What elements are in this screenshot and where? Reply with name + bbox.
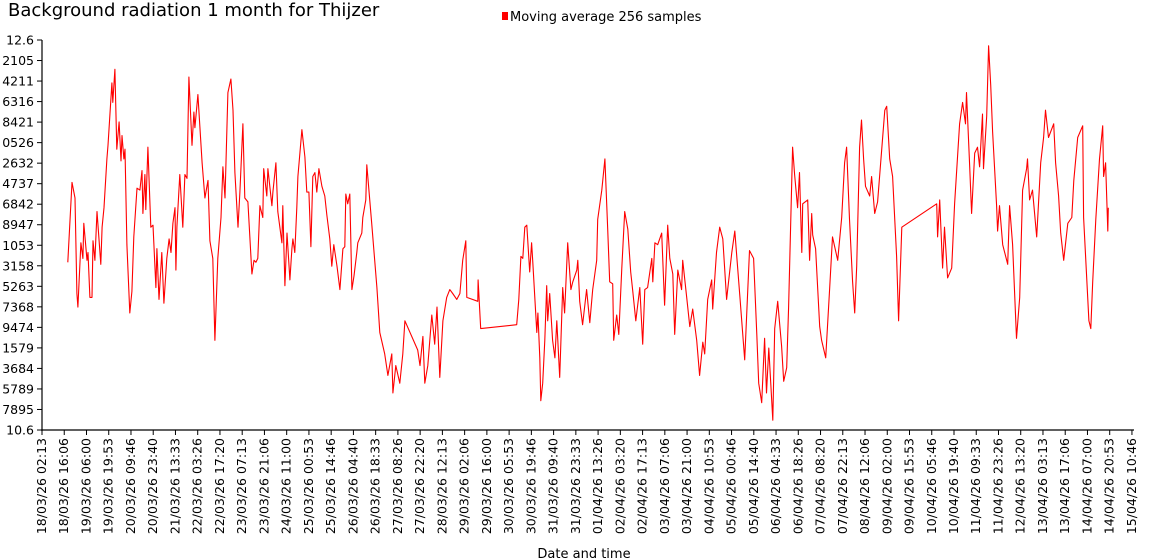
x-tick-label: 05/04/26 00:46 — [724, 438, 739, 534]
x-tick-label: 06/04/26 18:26 — [790, 438, 805, 534]
x-tick-label: 11/04/26 23:26 — [990, 438, 1005, 534]
y-axis: 10.6 7895 5789 3684 1579 9474 7368 5263 3158 1053… — [2, 33, 43, 438]
x-tick-label: 04/04/26 10:53 — [701, 438, 716, 534]
x-tick-label: 12/04/26 13:20 — [1013, 438, 1028, 534]
x-tick-label: 29/03/26 02:06 — [457, 438, 472, 534]
x-tick-label: 20/03/26 23:40 — [145, 438, 160, 534]
x-tick-label: 09/04/26 02:00 — [879, 438, 894, 534]
x-tick-label: 01/04/26 13:26 — [590, 438, 605, 534]
x-tick-label: 19/03/26 19:53 — [101, 438, 116, 534]
x-tick-label: 13/04/26 17:06 — [1057, 438, 1072, 534]
y-tick-label: 6316 — [2, 94, 34, 109]
x-tick-label: 06/04/26 04:33 — [768, 438, 783, 534]
x-tick-label: 30/03/26 05:53 — [501, 438, 516, 534]
plot-area — [67, 45, 1109, 421]
y-tick-label: 3158 — [2, 258, 34, 273]
y-tick-label: 7368 — [2, 299, 34, 314]
x-tick-label: 22/03/26 17:20 — [212, 438, 227, 534]
legend-swatch — [502, 12, 508, 20]
legend-label: Moving average 256 samples — [510, 10, 702, 25]
x-tick-label: 11/04/26 09:33 — [968, 438, 983, 534]
x-tick-label: 10/04/26 19:40 — [946, 438, 961, 534]
y-tick-label: 6842 — [2, 197, 34, 212]
y-tick-label: 5263 — [2, 279, 34, 294]
y-tick-label: 1579 — [2, 340, 34, 355]
x-tick-label: 21/03/26 13:33 — [167, 438, 182, 534]
x-tick-label: 07/04/26 08:20 — [813, 438, 828, 534]
x-tick-label: 20/03/26 09:46 — [123, 438, 138, 534]
x-tick-label: 09/04/26 15:53 — [902, 438, 917, 534]
x-tick-label: 27/03/26 08:26 — [390, 438, 405, 534]
x-tick-label: 23/03/26 21:06 — [256, 438, 271, 534]
x-tick-label: 05/04/26 14:40 — [746, 438, 761, 534]
series-line-moving-average — [67, 45, 1109, 421]
x-tick-label: 13/04/26 03:13 — [1035, 438, 1050, 534]
x-tick-label: 02/04/26 17:13 — [635, 438, 650, 534]
y-tick-label: 7895 — [2, 402, 34, 417]
x-tick-label: 22/03/26 03:26 — [190, 438, 205, 534]
x-tick-label: 14/04/26 07:00 — [1079, 438, 1094, 534]
x-tick-label: 27/03/26 22:20 — [412, 438, 427, 534]
x-tick-label: 23/03/26 07:13 — [234, 438, 249, 534]
x-tick-label: 07/04/26 22:13 — [835, 438, 850, 534]
y-tick-label: 4737 — [2, 176, 34, 191]
x-tick-label: 29/03/26 16:00 — [479, 438, 494, 534]
x-tick-label: 18/03/26 02:13 — [34, 438, 49, 534]
x-tick-label: 10/04/26 05:46 — [924, 438, 939, 534]
x-tick-label: 18/03/26 16:06 — [56, 438, 71, 534]
y-tick-label: 2105 — [2, 53, 34, 68]
x-tick-label: 03/04/26 07:06 — [657, 438, 672, 534]
x-tick-label: 25/03/26 14:46 — [323, 438, 338, 534]
x-tick-label: 03/04/26 21:00 — [679, 438, 694, 534]
x-tick-label: 30/03/26 19:46 — [523, 438, 538, 534]
x-tick-label: 26/03/26 18:33 — [368, 438, 383, 534]
x-tick-label: 31/03/26 09:40 — [546, 438, 561, 534]
y-tick-label: 0526 — [2, 135, 34, 150]
y-tick-label: 8421 — [2, 115, 34, 130]
x-axis: 18/03/26 02:13 18/03/26 16:06 19/03/26 06:… — [34, 429, 1139, 534]
x-tick-label: 25/03/26 00:53 — [301, 438, 316, 534]
x-tick-label: 31/03/26 23:33 — [568, 438, 583, 534]
x-tick-label: 02/04/26 03:20 — [612, 438, 627, 534]
x-tick-label: 26/03/26 04:40 — [345, 438, 360, 534]
y-tick-label: 8947 — [2, 217, 34, 232]
x-axis-title: Date and time — [537, 547, 630, 560]
x-tick-label: 15/04/26 10:46 — [1124, 438, 1139, 534]
y-tick-label: 2632 — [2, 156, 34, 171]
y-tick-label: 9474 — [2, 320, 34, 335]
x-tick-label: 24/03/26 11:00 — [279, 438, 294, 534]
y-tick-label: 10.6 — [6, 423, 34, 438]
x-tick-label: 19/03/26 06:00 — [78, 438, 93, 534]
x-tick-label: 28/03/26 12:13 — [434, 438, 449, 534]
x-tick-label: 08/04/26 12:06 — [857, 438, 872, 534]
y-tick-label: 5789 — [2, 381, 34, 396]
x-tick-label: 14/04/26 20:53 — [1102, 438, 1117, 534]
y-tick-label: 4211 — [2, 74, 34, 89]
y-tick-label: 12.6 — [6, 33, 34, 48]
legend: Moving average 256 samples — [502, 10, 702, 25]
y-tick-label: 3684 — [2, 361, 34, 376]
y-tick-label: 1053 — [2, 238, 34, 253]
chart-title: Background radiation 1 month for Thijzer — [8, 0, 380, 21]
